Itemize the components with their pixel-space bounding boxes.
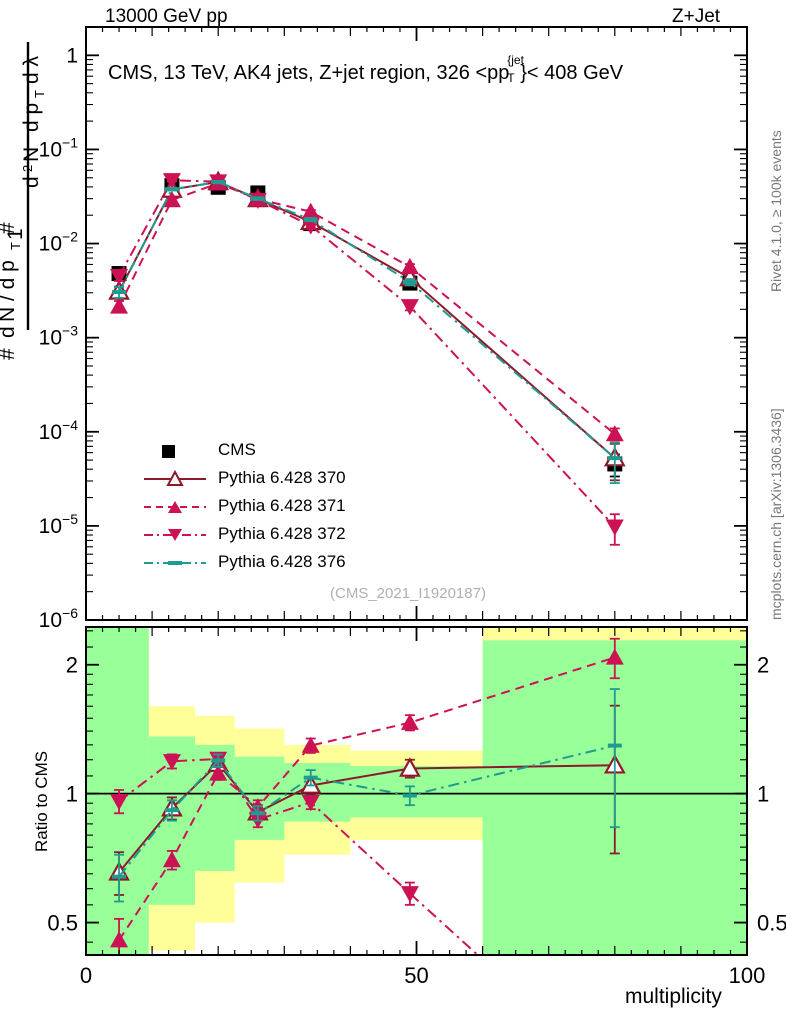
- svg-text:#: #: [0, 222, 19, 234]
- main-marker-3: [605, 519, 624, 536]
- ratio-marker-2: [162, 754, 181, 771]
- ratio-marker-1: [162, 850, 181, 868]
- ratio-marker-1: [209, 764, 228, 781]
- y-tick-label-main: 10−3: [39, 323, 79, 350]
- legend-swatch-cms: [162, 445, 175, 458]
- legend-item-4[interactable]: Pythia 6.428 376: [140, 548, 346, 576]
- svg-text:d: d: [0, 326, 19, 338]
- ratio-marker-0: [399, 757, 421, 777]
- analysis-id-watermark: (CMS_2021_I1920187): [330, 585, 486, 602]
- ratio-marker-1: [110, 931, 129, 948]
- ratio-marker-2: [400, 886, 419, 903]
- header-left-label: 13000 GeV pp: [105, 6, 228, 27]
- y-tick-label-main: 10−4: [39, 417, 79, 444]
- svg-text:N / d p: N / d p: [0, 260, 19, 322]
- legend-label-cms: CMS: [218, 440, 256, 459]
- legend-swatch-p371: [144, 501, 206, 513]
- x-tick-label: 50: [404, 963, 428, 988]
- main-marker-3: [110, 268, 129, 286]
- legend-item-1[interactable]: Pythia 6.428 370: [140, 464, 346, 492]
- y-tick-label-main: 1: [66, 44, 78, 67]
- ratio-marker-1: [605, 648, 624, 665]
- svg-text:1: 1: [4, 228, 27, 240]
- y-tick-label-main: 10−1: [39, 134, 79, 161]
- y-tick-label-ratio-right: 0.5: [757, 911, 786, 936]
- svg-text:N: N: [20, 147, 43, 162]
- main-line-1: [118, 180, 616, 459]
- svg-text:d p: d p: [20, 103, 43, 132]
- legend: CMS Pythia 6.428 370 Pythia 6.428 371 Py…: [140, 436, 346, 576]
- legend-label-p372: Pythia 6.428 372: [218, 524, 346, 543]
- yaxis-label-main: # d N / d p T # d 2 N d p T d λ 1: [0, 30, 44, 360]
- plot-title-pre: CMS, 13 TeV, AK4 jets, Z+jet region, 326…: [108, 62, 499, 84]
- x-tick-label: 0: [80, 963, 92, 988]
- xaxis-label: multiplicity: [625, 985, 722, 1008]
- y-tick-label-ratio: 2: [66, 653, 78, 678]
- legend-swatch-p376: [144, 561, 206, 565]
- legend-label-p376: Pythia 6.428 376: [218, 552, 346, 571]
- y-tick-label-main: 10−2: [39, 229, 79, 256]
- legend-item-2[interactable]: Pythia 6.428 371: [140, 492, 346, 520]
- main-marker-3: [162, 173, 181, 190]
- legend-item-3[interactable]: Pythia 6.428 372: [140, 520, 346, 548]
- plot-title-sub: T: [507, 71, 515, 85]
- header-right-label: Z+Jet: [672, 6, 721, 27]
- legend-label-p370: Pythia 6.428 370: [218, 468, 346, 487]
- svg-text:d λ: d λ: [20, 55, 43, 84]
- legend-swatch-p370: [144, 469, 206, 486]
- main-marker-2: [400, 257, 419, 275]
- plot-title-post: }< 408 GeV: [520, 62, 624, 84]
- legend-label-p371: Pythia 6.428 371: [218, 496, 346, 515]
- legend-item-0[interactable]: CMS: [140, 436, 256, 464]
- svg-text:#: #: [0, 348, 19, 360]
- ratio-marker-1: [301, 736, 320, 753]
- y-tick-label-main: 10−6: [39, 605, 79, 632]
- y-tick-label-main: 10−5: [39, 511, 79, 538]
- main-marker-2: [162, 191, 181, 208]
- main-marker-3: [400, 299, 419, 316]
- main-line-4: [118, 181, 616, 459]
- ratio-band-inner: [86, 627, 149, 955]
- legend-swatch-p372: [144, 529, 206, 541]
- main-marker-2: [301, 202, 320, 219]
- svg-text:T: T: [32, 90, 44, 98]
- y-tick-label-ratio-right: 1: [757, 782, 769, 807]
- y-tick-label-ratio: 0.5: [47, 911, 78, 936]
- plot-title: CMS, 13 TeV, AK4 jets, Z+jet region, 326…: [108, 53, 624, 85]
- y-tick-label-ratio: 1: [66, 782, 78, 807]
- y-tick-label-ratio-right: 2: [757, 653, 769, 678]
- svg-text:T: T: [8, 242, 23, 250]
- main-marker-2: [605, 425, 624, 442]
- main-marker-2: [110, 297, 129, 314]
- ratio-marker-2: [110, 794, 129, 811]
- ratio-marker-2: [301, 795, 320, 812]
- ratio-marker-1: [400, 713, 419, 730]
- main-line-2: [118, 182, 616, 435]
- plot-title-sup: {jet: [507, 53, 524, 67]
- svg-text:d: d: [20, 176, 43, 188]
- x-tick-label: 100: [729, 963, 766, 988]
